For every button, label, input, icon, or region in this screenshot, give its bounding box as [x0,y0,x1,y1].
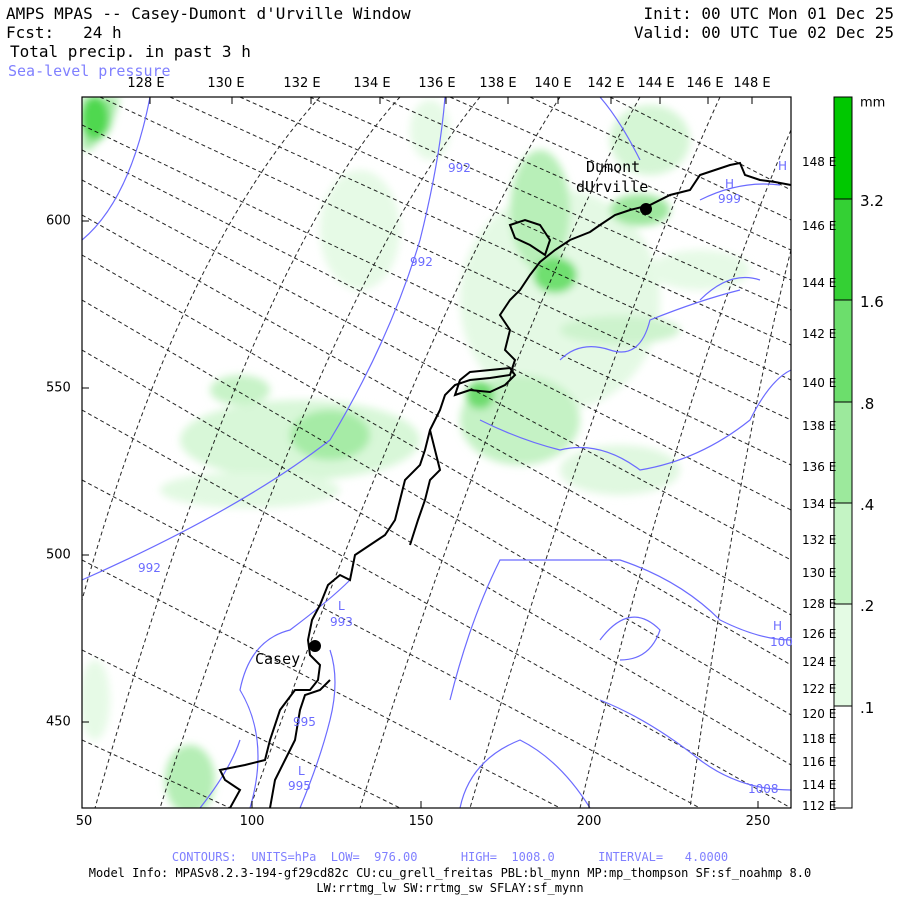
contour-label: 992 [410,255,433,269]
grid-label-left: 600 [46,213,71,229]
valid-time: Valid: 00 UTC Tue 02 Dec 25 [633,23,894,42]
colorbar [833,96,853,809]
model-info-2: LW:rrtmg_lw SW:rrtmg_sw SFLAY:sf_mynn [316,881,584,895]
contour-label: 100 [770,635,793,649]
lon-label-right: 124 E [802,655,837,669]
lon-label-top: 146 E [686,76,724,91]
map-title: AMPS MPAS -- Casey-Dumont d'Urville Wind… [6,4,411,23]
contour-label: 995 [293,715,316,729]
plot-frame [81,96,792,809]
colorbar-level: .4 [860,496,875,514]
pressure-high-label: H [725,177,734,191]
station-dumont-durville: Dumont dUrville [576,158,652,215]
lon-label-right: 130 E [802,566,837,580]
lon-label-top: 144 E [637,76,675,91]
colorbar-unit: mm [860,95,886,111]
lon-label-top: 136 E [418,76,456,91]
field-name: Total precip. in past 3 h [10,42,251,61]
lon-label-right: 126 E [802,627,837,641]
colorbar-level: .8 [860,395,875,413]
init-time: Init: 00 UTC Mon 01 Dec 25 [643,4,894,23]
model-info: Model Info: MPASv8.2.3-194-gf29cd82c CU:… [88,866,812,880]
contour-info: CONTOURS: UNITS=hPa LOW= 976.00 HIGH= 10… [171,850,729,864]
grid-label-bottom: 100 [239,814,265,829]
lon-label-top: 148 E [733,76,771,91]
contour-label: 1008 [748,782,779,796]
overlay-name: Sea-level pressure [8,62,171,80]
lon-label-right: 144 E [802,276,837,290]
station-casey: Casey [255,640,321,668]
lon-label-right: 120 E [802,707,837,721]
lon-label-top: 128 E [127,76,165,91]
colorbar-level: .2 [860,597,875,615]
lon-label-top: 140 E [534,76,572,91]
pressure-low-label: L [298,764,305,778]
pressure-high-label: H [773,619,782,633]
coastline [218,161,791,808]
pressure-low-label: L [338,599,345,613]
lon-label-right: 134 E [802,497,837,511]
station-label: dUrville [576,178,648,196]
lon-label-right: 146 E [802,219,837,233]
lon-label-right: 136 E [802,460,837,474]
lon-label-top: 142 E [587,76,625,91]
lon-label-top: 132 E [283,76,321,91]
lon-label-right: 118 E [802,732,837,746]
grid-label-bottom: 150 [408,814,434,829]
grid-label-left: 500 [46,547,71,563]
colorbar-level: 1.6 [860,293,884,311]
lon-label-right: 142 E [802,327,837,341]
colorbar-level: 3.2 [860,192,884,210]
lon-label-right: 132 E [802,533,837,547]
contour-label: 992 [448,161,471,175]
lon-label-right: 148 E [802,155,837,169]
lon-label-top: 134 E [353,76,391,91]
colorbar-level: .1 [860,699,875,717]
lon-label-right: 112 E [802,799,837,813]
contour-label: 992 [138,561,161,575]
lon-label-right: 116 E [802,755,837,769]
grid-label-left: 550 [46,380,71,396]
precip-shading [82,97,750,808]
pressure-high-label: H [778,159,787,173]
grid-label-left: 450 [46,714,71,730]
lon-label-right: 122 E [802,682,837,696]
slp-contours [82,97,791,808]
lon-label-top: 138 E [479,76,517,91]
grid-label-bottom: 50 [75,814,93,829]
grid-label-bottom: 200 [576,814,602,829]
contour-label: 993 [330,615,353,629]
lon-label-top: 130 E [207,76,245,91]
contour-label: 995 [288,779,311,793]
station-label: Casey [255,650,300,668]
lon-label-right: 138 E [802,419,837,433]
contour-label: 999 [718,192,741,206]
lon-label-right: 114 E [802,778,837,792]
forecast-hour: Fcst: 24 h [6,23,122,42]
grid-label-bottom: 250 [745,814,771,829]
lon-label-right: 140 E [802,376,837,390]
station-label: Dumont [586,158,640,176]
lon-label-right: 128 E [802,597,837,611]
